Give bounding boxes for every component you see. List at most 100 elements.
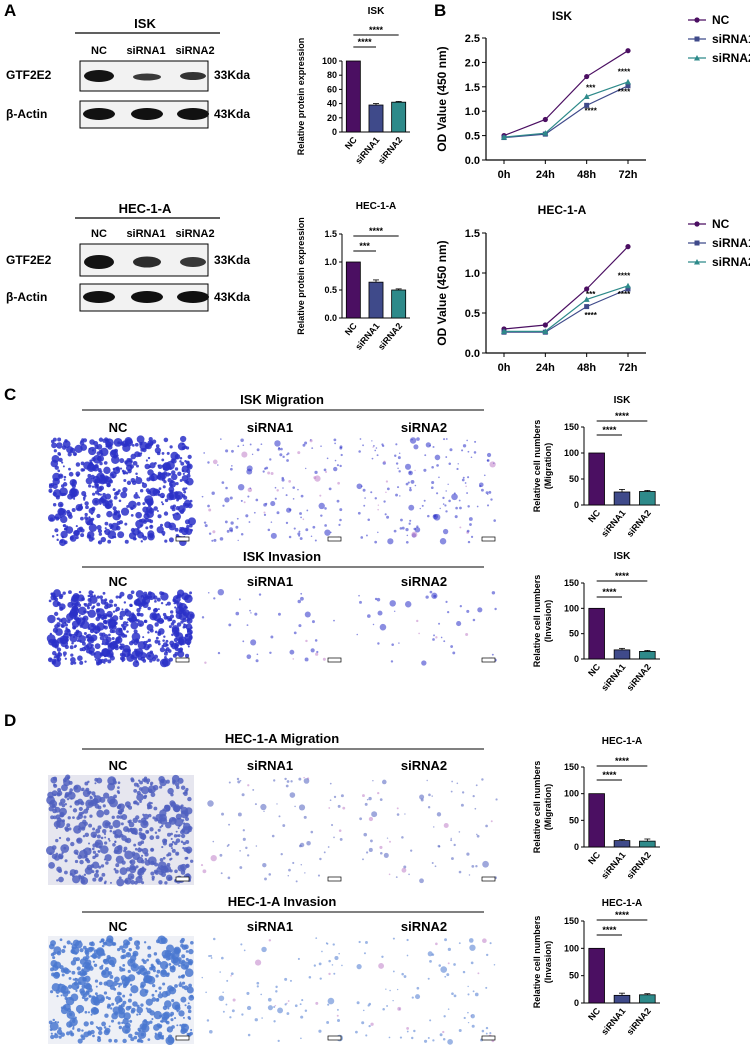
blot-size-label: 33Kda <box>214 253 250 267</box>
y-tick-label: 40 <box>327 99 337 109</box>
micrograph-image <box>200 775 346 885</box>
cell-dot <box>154 989 158 993</box>
cell-dot <box>103 658 108 663</box>
cell-dot <box>327 846 330 848</box>
cell-dot <box>153 952 158 956</box>
data-point <box>625 48 631 54</box>
cell-dot <box>139 518 143 523</box>
cell-dot <box>109 939 113 944</box>
cell-dot <box>309 439 312 441</box>
cell-dot <box>100 536 107 543</box>
cell-dot <box>167 618 171 622</box>
cell-dot <box>293 527 296 530</box>
cell-dot <box>212 840 215 843</box>
series-line <box>503 81 629 138</box>
cell-dot <box>125 837 132 844</box>
cell-dot <box>219 537 224 541</box>
cell-dot <box>189 591 193 595</box>
cell-dot <box>66 1031 71 1036</box>
cell-dot <box>88 523 97 533</box>
cell-dot <box>439 538 447 545</box>
cell-dot <box>228 623 232 627</box>
cell-dot <box>161 530 166 535</box>
cell-dot <box>205 991 207 994</box>
cell-dot <box>64 791 70 797</box>
cell-dot <box>426 779 428 782</box>
cell-dot <box>137 452 142 457</box>
cell-dot <box>70 1032 73 1036</box>
cell-dot <box>95 841 100 847</box>
micrograph-label: NC <box>109 758 128 773</box>
cell-dot <box>169 445 173 449</box>
x-tick-label: siRNA2 <box>625 850 653 881</box>
cell-dot <box>182 792 186 795</box>
cell-dot <box>440 966 448 973</box>
cell-dot <box>442 528 449 535</box>
cell-dot <box>182 1016 185 1019</box>
cell-dot <box>91 457 96 462</box>
cell-dot <box>97 628 101 632</box>
cell-dot <box>463 1016 466 1020</box>
cell-dot <box>398 452 401 455</box>
cell-dot <box>457 463 459 465</box>
cell-dot <box>292 498 295 500</box>
cell-dot <box>371 440 373 442</box>
cell-dot <box>127 593 133 600</box>
y-tick-label: 150 <box>564 578 579 588</box>
cell-dot <box>180 435 187 443</box>
cell-dot <box>183 490 187 494</box>
series-line <box>504 285 629 332</box>
cell-dot <box>142 601 149 609</box>
cell-dot <box>91 870 95 874</box>
cell-dot <box>54 854 60 861</box>
cell-dot <box>275 985 278 989</box>
cell-dot <box>297 451 301 455</box>
cell-dot <box>318 1029 322 1033</box>
cell-dot <box>392 937 395 940</box>
cell-dot <box>98 1030 103 1036</box>
cell-dot <box>362 1009 365 1012</box>
cell-dot <box>172 781 176 785</box>
cell-dot <box>126 630 129 633</box>
cell-dot <box>409 488 412 492</box>
cell-dot <box>131 480 137 486</box>
cell-dot <box>82 978 86 982</box>
cell-dot <box>168 625 172 629</box>
cell-dot <box>340 453 343 457</box>
cell-dot <box>208 508 212 512</box>
cell-dot <box>176 512 179 515</box>
cell-dot <box>60 968 66 973</box>
cell-dot <box>154 462 157 465</box>
cell-dot <box>119 441 125 446</box>
cell-dot <box>401 526 405 530</box>
cell-dot <box>48 599 52 603</box>
cell-dot <box>431 592 438 599</box>
cell-dot <box>87 627 91 630</box>
cell-dot <box>174 782 180 787</box>
cell-dot <box>142 594 149 601</box>
cell-dot <box>77 813 83 820</box>
cell-dot <box>54 465 59 470</box>
cell-dot <box>79 639 82 643</box>
cell-dot <box>54 597 59 602</box>
cell-dot <box>339 464 342 468</box>
cell-dot <box>303 776 305 779</box>
cell-dot <box>136 793 144 802</box>
cell-dot <box>376 454 379 457</box>
cell-dot <box>157 464 163 470</box>
cell-dot <box>112 843 116 847</box>
cell-dot <box>54 624 59 629</box>
cell-dot <box>133 843 137 847</box>
cell-dot <box>189 613 194 618</box>
cell-dot <box>95 985 98 988</box>
cell-dot <box>107 539 112 544</box>
cell-dot <box>83 847 92 856</box>
cell-dot <box>256 985 259 988</box>
scale-bar <box>481 1035 496 1041</box>
cell-dot <box>456 621 462 627</box>
cell-dot <box>71 641 74 645</box>
cell-dot <box>479 482 484 488</box>
y-tick-label: 0.0 <box>465 155 480 167</box>
cell-dot <box>88 790 92 794</box>
